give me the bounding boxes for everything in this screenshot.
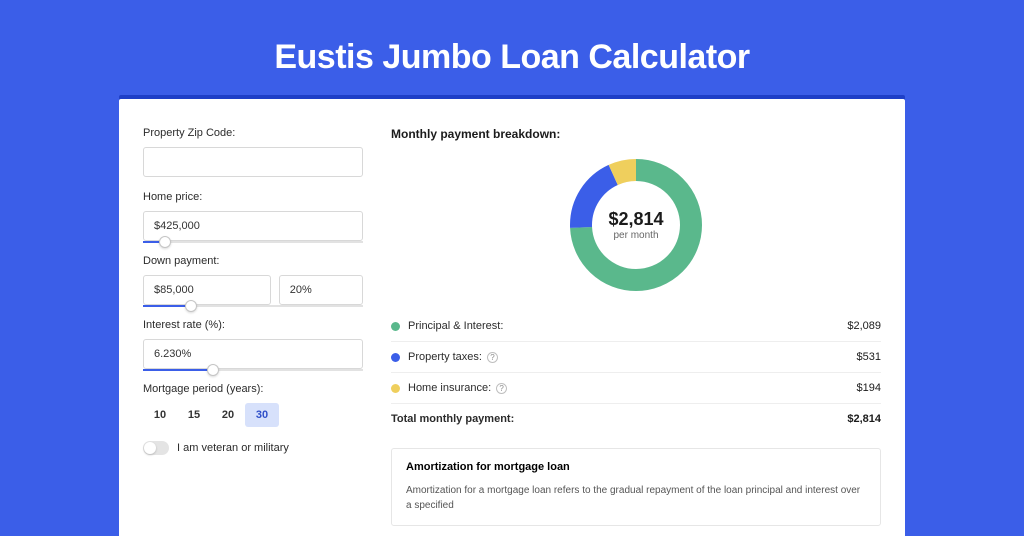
down-payment-input[interactable] [143, 275, 271, 305]
veteran-label: I am veteran or military [177, 442, 289, 454]
breakdown-column: Monthly payment breakdown: $2,814 per mo… [375, 99, 905, 536]
interest-label: Interest rate (%): [143, 319, 363, 331]
home-price-input[interactable] [143, 211, 363, 241]
veteran-row: I am veteran or military [143, 441, 363, 455]
legend-row: Property taxes:? $531 [391, 341, 881, 372]
legend-value: $194 [857, 382, 881, 394]
home-price-label: Home price: [143, 191, 363, 203]
donut-chart-wrap: $2,814 per month [391, 155, 881, 295]
down-payment-label: Down payment: [143, 255, 363, 267]
donut-chart: $2,814 per month [566, 155, 706, 295]
legend-dot-icon [391, 384, 400, 393]
interest-group: Interest rate (%): [143, 319, 363, 369]
period-options: 10152030 [143, 403, 363, 427]
home-price-group: Home price: [143, 191, 363, 241]
info-icon[interactable]: ? [487, 352, 498, 363]
legend-dot-icon [391, 322, 400, 331]
period-option-15[interactable]: 15 [177, 403, 211, 427]
form-column: Property Zip Code: Home price: Down paym… [119, 99, 375, 536]
slider-thumb[interactable] [185, 300, 197, 312]
period-option-30[interactable]: 30 [245, 403, 279, 427]
period-option-10[interactable]: 10 [143, 403, 177, 427]
amortization-box: Amortization for mortgage loan Amortizat… [391, 448, 881, 526]
legend-label: Principal & Interest: [408, 320, 503, 332]
period-group: Mortgage period (years): 10152030 [143, 383, 363, 427]
down-payment-group: Down payment: [143, 255, 363, 305]
period-label: Mortgage period (years): [143, 383, 363, 395]
interest-slider[interactable] [143, 369, 363, 371]
legend-label: Home insurance: [408, 382, 491, 394]
amortization-text: Amortization for a mortgage loan refers … [406, 483, 866, 513]
donut-center-sub: per month [613, 230, 658, 241]
zip-label: Property Zip Code: [143, 127, 363, 139]
page-title: Eustis Jumbo Loan Calculator [0, 0, 1024, 99]
slider-thumb[interactable] [159, 236, 171, 248]
legend-label: Property taxes: [408, 351, 482, 363]
donut-center-value: $2,814 [608, 209, 663, 230]
slider-thumb[interactable] [207, 364, 219, 376]
period-option-20[interactable]: 20 [211, 403, 245, 427]
down-payment-pct-input[interactable] [279, 275, 363, 305]
info-icon[interactable]: ? [496, 383, 507, 394]
legend-row: Home insurance:? $194 [391, 372, 881, 403]
amortization-heading: Amortization for mortgage loan [406, 461, 866, 473]
legend-value: $531 [857, 351, 881, 363]
home-price-slider[interactable] [143, 241, 363, 243]
breakdown-heading: Monthly payment breakdown: [391, 127, 881, 141]
legend-list: Principal & Interest: $2,089 Property taxe… [391, 311, 881, 403]
down-payment-slider[interactable] [143, 305, 363, 307]
total-value: $2,814 [847, 413, 881, 425]
zip-input[interactable] [143, 147, 363, 177]
legend-row: Principal & Interest: $2,089 [391, 311, 881, 341]
total-row: Total monthly payment: $2,814 [391, 403, 881, 434]
zip-field-group: Property Zip Code: [143, 127, 363, 177]
calculator-card: Property Zip Code: Home price: Down paym… [119, 99, 905, 536]
legend-value: $2,089 [847, 320, 881, 332]
veteran-toggle[interactable] [143, 441, 169, 455]
total-label: Total monthly payment: [391, 413, 514, 425]
legend-dot-icon [391, 353, 400, 362]
interest-input[interactable] [143, 339, 363, 369]
